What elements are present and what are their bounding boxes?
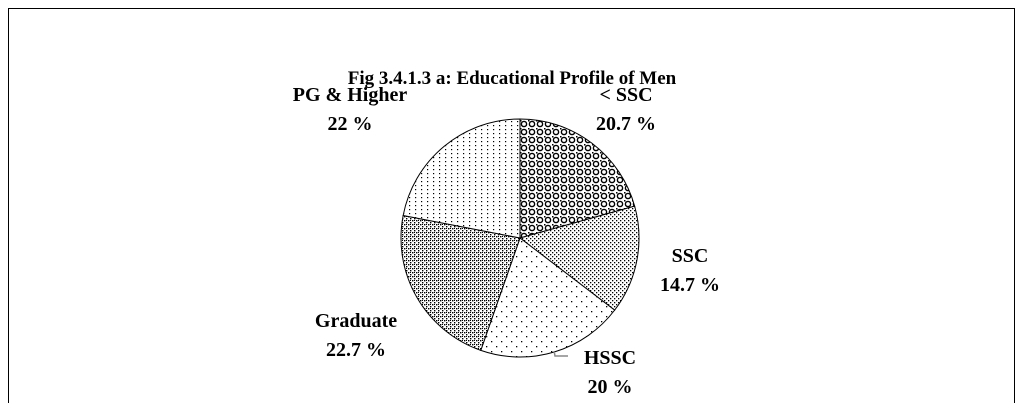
slice-value-label: 22 % xyxy=(328,113,373,135)
slice-value-label: 22.7 % xyxy=(326,339,386,361)
pie-slice xyxy=(400,214,521,351)
pie-slice xyxy=(519,118,636,239)
slice-label: Graduate xyxy=(315,310,397,332)
slice-label: PG & Higher xyxy=(293,84,408,106)
frame xyxy=(8,8,1015,403)
leader-line xyxy=(553,351,568,357)
slice-label: < SSC xyxy=(599,84,652,106)
slice-value-label: 14.7 % xyxy=(660,274,720,296)
slice-value-label: 20 % xyxy=(588,376,633,398)
pie-slice xyxy=(480,237,616,358)
slice-value-label: 20.7 % xyxy=(596,113,656,135)
pie-slice xyxy=(518,205,640,311)
pie-slice xyxy=(402,118,521,239)
slice-label: HSSC xyxy=(584,347,636,369)
chart-title: Fig 3.4.1.3 a: Educational Profile of Me… xyxy=(348,68,677,89)
slice-label: SSC xyxy=(672,245,709,267)
